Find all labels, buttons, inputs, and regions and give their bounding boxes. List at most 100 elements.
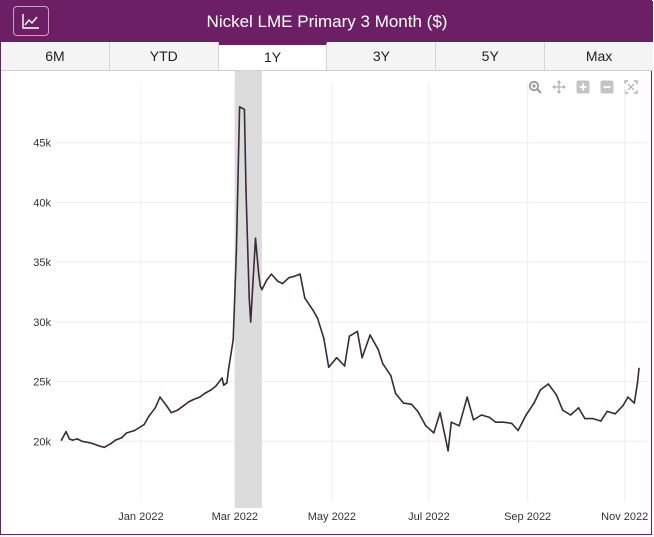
data-point xyxy=(472,419,475,421)
data-point xyxy=(606,410,608,413)
data-point xyxy=(638,367,640,370)
data-point xyxy=(165,404,168,407)
data-point xyxy=(210,389,212,391)
data-point xyxy=(199,396,201,398)
y-tick-label: 35k xyxy=(33,257,51,269)
y-tick-label: 45k xyxy=(33,138,51,150)
data-point xyxy=(304,297,306,299)
x-tick-label: Jan 2022 xyxy=(118,511,163,523)
y-axis: 20k 25k 30k 35k 40k 45k xyxy=(33,138,51,449)
data-point xyxy=(235,249,238,251)
data-point xyxy=(577,407,580,409)
data-point xyxy=(517,429,519,432)
data-point xyxy=(410,403,413,406)
data-point xyxy=(133,429,136,432)
x-tick-label: Jul 2022 xyxy=(408,511,450,523)
data-point xyxy=(92,442,94,445)
data-point xyxy=(480,414,483,416)
data-point xyxy=(382,362,384,365)
data-point xyxy=(222,384,225,387)
data-point xyxy=(390,374,392,377)
data-point xyxy=(148,415,150,418)
data-point xyxy=(259,285,262,287)
data-point xyxy=(636,382,639,384)
tab-ytd[interactable]: YTD xyxy=(110,42,219,70)
data-point xyxy=(109,442,112,445)
data-point xyxy=(249,321,252,323)
price-chart[interactable]: 20k 25k 30k 35k 40k 45k Jan 2022 Mar 2022 May 2… xyxy=(1,71,653,535)
data-point xyxy=(458,425,461,427)
x-tick-label: May 2022 xyxy=(308,511,356,523)
data-point xyxy=(176,409,179,412)
data-point xyxy=(510,422,513,425)
data-point xyxy=(525,414,527,416)
data-point xyxy=(369,334,371,336)
y-tick-label: 25k xyxy=(33,377,51,389)
chart-title: Nickel LME Primary 3 Month ($) xyxy=(206,12,448,31)
data-point xyxy=(238,106,241,108)
tab-6m[interactable]: 6M xyxy=(1,42,110,70)
pan-icon[interactable] xyxy=(551,79,567,95)
data-point xyxy=(533,402,535,404)
data-point xyxy=(87,441,90,444)
y-tick-label: 20k xyxy=(33,436,51,448)
zoom-out-icon[interactable] xyxy=(599,79,615,95)
header-bar: Nickel LME Primary 3 Month ($) xyxy=(1,1,653,42)
data-point xyxy=(503,421,505,424)
data-point xyxy=(394,392,397,395)
data-point xyxy=(555,393,558,396)
data-point xyxy=(81,440,83,443)
data-point xyxy=(265,279,268,281)
data-point xyxy=(227,368,230,371)
grid xyxy=(55,83,647,501)
x-tick-label: Nov 2022 xyxy=(601,511,648,523)
zoom-icon[interactable] xyxy=(527,79,543,95)
tab-max[interactable]: Max xyxy=(585,48,613,64)
data-point xyxy=(226,382,228,384)
data-point xyxy=(547,383,550,385)
data-point xyxy=(257,273,260,275)
data-point xyxy=(187,401,190,403)
tab-5y[interactable]: 5Y xyxy=(436,42,546,70)
data-point xyxy=(292,275,295,278)
data-point xyxy=(159,396,161,398)
data-point xyxy=(425,425,427,427)
data-point xyxy=(71,439,74,441)
data-point xyxy=(65,430,67,433)
tab-3y[interactable]: 3Y xyxy=(327,42,437,70)
data-point xyxy=(561,409,564,412)
data-point xyxy=(439,411,441,414)
data-point xyxy=(60,439,63,441)
data-point xyxy=(192,398,195,401)
data-point xyxy=(232,339,234,341)
data-point xyxy=(76,438,79,440)
chart-toolbar xyxy=(527,79,639,95)
y-tick-label: 30k xyxy=(33,317,51,329)
data-point xyxy=(627,396,629,398)
data-point xyxy=(417,410,419,413)
data-point xyxy=(281,282,284,285)
x-tick-label: Sep 2022 xyxy=(504,511,551,523)
data-point xyxy=(98,445,101,447)
x-axis: Jan 2022 Mar 2022 May 2022 Jul 2022 Sep 2022… xyxy=(118,511,648,523)
data-point xyxy=(316,317,319,320)
tab-1y[interactable]: 1Y xyxy=(218,42,328,70)
data-point xyxy=(323,337,325,340)
data-point xyxy=(584,417,586,420)
data-point xyxy=(447,450,449,452)
data-point xyxy=(114,439,117,441)
data-point xyxy=(261,288,263,291)
chart-type-button[interactable] xyxy=(13,6,49,36)
data-point xyxy=(361,356,363,359)
data-point xyxy=(125,432,128,434)
data-point xyxy=(203,392,206,395)
zoom-in-icon[interactable] xyxy=(575,79,591,95)
data-point xyxy=(143,423,145,426)
data-point xyxy=(633,402,636,404)
data-point xyxy=(327,366,330,369)
data-point xyxy=(154,407,157,409)
data-point xyxy=(237,177,239,180)
data-point xyxy=(248,297,250,299)
data-point xyxy=(103,446,106,449)
